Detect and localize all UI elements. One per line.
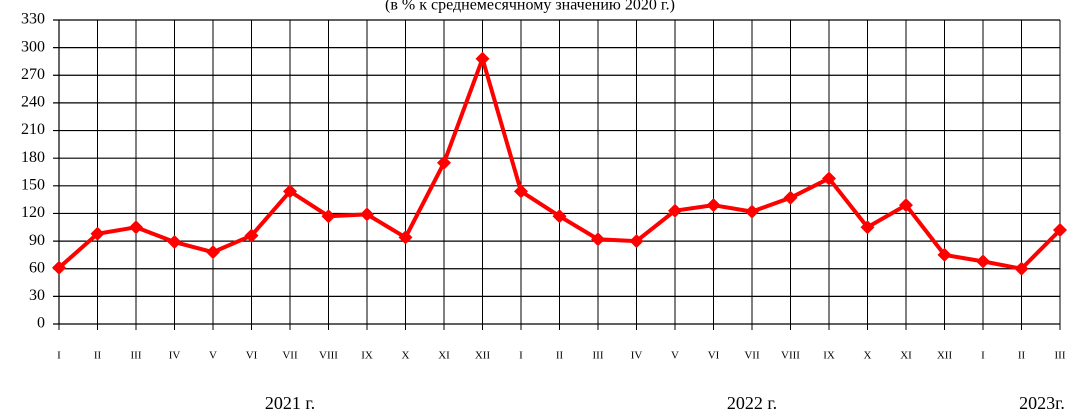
x-tick-label: I bbox=[57, 350, 61, 362]
x-tick-label: XI bbox=[900, 350, 912, 362]
x-tick-label: VII bbox=[282, 350, 298, 362]
data-point bbox=[437, 155, 451, 170]
x-tick-label: III bbox=[593, 350, 604, 362]
data-point bbox=[976, 254, 990, 269]
data-point bbox=[1014, 261, 1029, 276]
y-tick-label: 210 bbox=[21, 121, 45, 138]
data-point bbox=[629, 234, 644, 249]
x-tick-label: I bbox=[519, 350, 523, 362]
y-tick-label: 330 bbox=[21, 11, 45, 28]
year-label: 2021 г. bbox=[265, 393, 315, 413]
y-tick-label: 0 bbox=[37, 315, 45, 332]
year-label: 2023г. bbox=[1019, 393, 1065, 413]
x-tick-label: I bbox=[981, 350, 985, 362]
y-tick-label: 270 bbox=[21, 66, 45, 83]
x-tick-label: X bbox=[864, 350, 872, 362]
data-point bbox=[475, 51, 490, 66]
data-point bbox=[822, 171, 836, 186]
year-label: 2022 г. bbox=[727, 393, 777, 413]
data-point bbox=[783, 190, 798, 205]
data-point bbox=[129, 220, 143, 235]
data-point bbox=[283, 184, 297, 199]
x-tick-label: V bbox=[671, 350, 679, 362]
x-tick-label: IX bbox=[823, 350, 835, 362]
data-point bbox=[591, 232, 605, 247]
data-point bbox=[321, 209, 336, 224]
x-tick-label: XI bbox=[438, 350, 450, 362]
data-point bbox=[167, 235, 182, 250]
data-point bbox=[360, 207, 374, 222]
x-tick-label: X bbox=[402, 350, 410, 362]
data-point bbox=[1053, 223, 1067, 238]
y-tick-label: 150 bbox=[21, 176, 45, 193]
data-point bbox=[552, 209, 567, 224]
y-tick-label: 300 bbox=[21, 38, 45, 55]
x-tick-label: VI bbox=[708, 350, 720, 362]
y-tick-label: 180 bbox=[21, 149, 45, 166]
data-point bbox=[244, 228, 259, 243]
data-point bbox=[706, 198, 721, 213]
data-point bbox=[668, 203, 682, 218]
x-tick-label: V bbox=[209, 350, 217, 362]
data-point bbox=[860, 220, 875, 235]
y-tick-label: 30 bbox=[29, 287, 45, 304]
x-tick-label: IV bbox=[169, 350, 181, 362]
x-tick-label: II bbox=[556, 350, 564, 362]
x-tick-label: II bbox=[94, 350, 102, 362]
chart-subtitle: (в % к среднемесячному значению 2020 г.) bbox=[385, 0, 675, 14]
data-point bbox=[90, 226, 105, 241]
y-tick-label: 240 bbox=[21, 94, 45, 111]
x-tick-label: III bbox=[131, 350, 142, 362]
y-tick-label: 90 bbox=[29, 232, 45, 249]
data-point bbox=[899, 198, 913, 213]
y-tick-label: 120 bbox=[21, 204, 45, 221]
x-tick-label: XII bbox=[937, 350, 953, 362]
x-tick-label: VIII bbox=[319, 350, 338, 362]
data-point bbox=[52, 260, 66, 275]
data-point bbox=[937, 247, 952, 262]
data-point bbox=[745, 204, 759, 219]
x-tick-label: XII bbox=[475, 350, 491, 362]
x-tick-label: VII bbox=[744, 350, 760, 362]
x-tick-label: IV bbox=[631, 350, 643, 362]
x-tick-label: VIII bbox=[781, 350, 800, 362]
x-tick-label: III bbox=[1055, 350, 1066, 362]
x-tick-label: VI bbox=[246, 350, 258, 362]
x-tick-label: II bbox=[1018, 350, 1026, 362]
x-tick-label: IX bbox=[361, 350, 373, 362]
data-point bbox=[514, 184, 528, 199]
data-point bbox=[398, 230, 413, 245]
data-point bbox=[206, 245, 220, 260]
y-tick-label: 60 bbox=[29, 259, 45, 276]
